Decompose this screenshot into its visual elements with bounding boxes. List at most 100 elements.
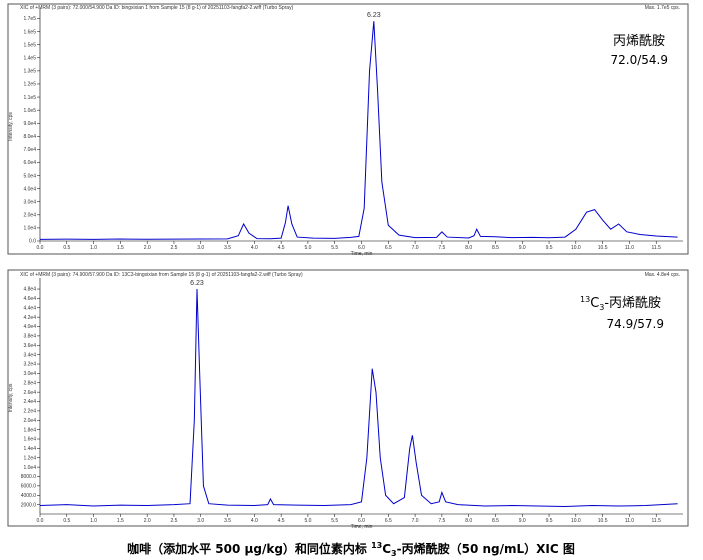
y-tick-label: 2.0e4 [23,213,36,219]
transition-label: 72.0/54.9 [611,53,668,67]
x-tick-label: 3.5 [224,245,231,251]
transition-label: 74.9/57.9 [607,317,664,331]
caption-sub: 3 [391,549,397,558]
panel-frame [7,3,689,255]
y-tick-label: 1.0e5 [23,108,36,114]
y-tick-label: 6000.0 [21,484,37,490]
y-tick-label: 1.6e5 [23,29,36,35]
caption-text: -丙烯酰胺（50 ng/mL）XIC 图 [397,541,575,556]
max-label: Max. 4.8e4 cps. [645,272,680,278]
chromatogram-line [39,21,678,240]
panel-header: XIC of +MRM (3 pairs): 74.900/57.900 Da … [20,272,303,278]
x-tick-label: 8.5 [492,245,499,251]
x-tick-label: 7.0 [412,518,419,524]
y-tick-label: 1.2e4 [23,455,36,461]
x-tick-label: 10.0 [571,518,581,524]
x-tick-label: 3.0 [197,518,204,524]
y-tick-label: 2.6e4 [23,390,36,396]
panel-header: XIC of +MRM (3 pairs): 72.000/54.900 Da … [20,5,294,11]
y-tick-label: 1.4e4 [23,446,36,452]
x-axis-label: Time, min [351,524,373,530]
x-tick-label: 2.5 [170,518,177,524]
peak-label: 6.23 [190,280,204,287]
y-axis-label: Intensity, cps [8,383,14,412]
x-tick-label: 8.5 [492,518,499,524]
x-tick-label: 0.5 [63,245,70,251]
x-tick-label: 2.0 [144,245,151,251]
x-tick-label: 6.0 [358,518,365,524]
y-tick-label: 1.8e4 [23,427,36,433]
y-tick-label: 4.6e4 [23,296,36,302]
y-axis-label: Intensity, cps [8,112,14,141]
y-tick-label: 2.8e4 [23,380,36,386]
x-tick-label: 3.5 [224,518,231,524]
y-tick-label: 1.0e4 [23,226,36,232]
max-label: Max. 1.7e5 cps. [645,5,680,11]
x-tick-label: 0.0 [37,518,44,524]
x-tick-label: 7.0 [412,245,419,251]
y-tick-label: 1.7e5 [23,16,36,22]
x-tick-label: 0.0 [37,245,44,251]
y-tick-label: 4.4e4 [23,305,36,311]
y-tick-label: 3.0e4 [23,199,36,205]
x-tick-label: 5.5 [331,518,338,524]
y-tick-label: 1.1e5 [23,95,36,101]
x-tick-label: 1.0 [90,245,97,251]
x-tick-label: 9.0 [519,518,526,524]
x-tick-label: 6.5 [385,518,392,524]
y-tick-label: 1.5e5 [23,42,36,48]
x-axis-label: Time, min [351,251,373,257]
x-tick-label: 7.5 [438,518,445,524]
x-tick-label: 4.0 [251,518,258,524]
y-tick-label: 8.0e4 [23,134,36,140]
x-tick-label: 6.0 [358,245,365,251]
y-tick-label: 8000.0 [21,474,37,480]
y-tick-label: 1.2e5 [23,82,36,88]
x-tick-label: 2.0 [144,518,151,524]
y-tick-label: 0.0 [29,239,36,245]
y-tick-label: 3.8e4 [23,334,36,340]
x-tick-label: 5.5 [331,245,338,251]
x-tick-label: 6.5 [385,245,392,251]
y-tick-label: 7.0e4 [23,147,36,153]
y-tick-label: 3.6e4 [23,343,36,349]
y-tick-label: 4000.0 [21,493,37,499]
y-tick-label: 1.3e5 [23,69,36,75]
compound-sup: 13 [580,295,590,304]
compound-text: -丙烯酰胺 [604,296,661,311]
y-tick-label: 1.6e4 [23,437,36,443]
y-tick-label: 1.0e4 [23,465,36,471]
x-tick-label: 11.5 [652,245,662,251]
y-tick-label: 4.8e4 [23,287,36,293]
x-tick-label: 1.0 [90,518,97,524]
panel-frame [7,269,689,527]
chromatogram-line [39,289,678,508]
y-tick-label: 9.0e4 [23,121,36,127]
x-tick-label: 9.0 [519,245,526,251]
x-tick-label: 11.5 [652,518,662,524]
y-tick-label: 4.0e4 [23,324,36,330]
x-tick-label: 2.5 [170,245,177,251]
x-tick-label: 8.0 [465,245,472,251]
y-tick-label: 2.0e4 [23,418,36,424]
y-tick-label: 3.0e4 [23,371,36,377]
y-tick-label: 2.2e4 [23,409,36,415]
x-tick-label: 10.0 [571,245,581,251]
compound-text: C [590,296,599,311]
x-tick-label: 7.5 [438,245,445,251]
y-tick-label: 2000.0 [21,502,37,508]
y-tick-label: 3.2e4 [23,362,36,368]
x-tick-label: 4.5 [278,245,285,251]
y-tick-label: 6.0e4 [23,160,36,166]
caption-text: C [382,542,391,556]
x-tick-label: 9.5 [546,245,553,251]
x-tick-label: 1.5 [117,245,124,251]
caption: 咖啡（添加水平 500 μg/kg）和同位素内标 13C3-丙烯酰胺（50 ng… [127,541,575,558]
compound-text: 丙烯酰胺 [613,34,665,49]
x-tick-label: 5.0 [304,518,311,524]
compound-label: 丙烯酰胺 [613,34,665,49]
x-tick-label: 10.5 [598,518,608,524]
x-tick-label: 1.5 [117,518,124,524]
x-tick-label: 10.5 [598,245,608,251]
x-tick-label: 4.0 [251,245,258,251]
